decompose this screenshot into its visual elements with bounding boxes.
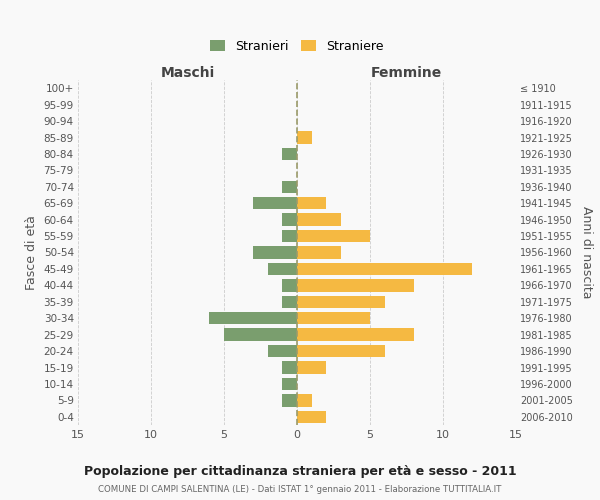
Bar [283,279,297,291]
Bar [283,362,297,374]
Bar [297,214,341,226]
Bar [253,197,297,209]
Bar [283,378,297,390]
Bar [297,279,414,291]
Bar [297,263,472,275]
Bar [209,312,297,324]
Bar [283,180,297,193]
Text: Femmine: Femmine [371,66,442,80]
Legend: Stranieri, Straniere: Stranieri, Straniere [205,34,389,58]
Bar [297,328,414,341]
Bar [297,246,341,258]
Bar [297,132,311,143]
Bar [297,230,370,242]
Bar [297,362,326,374]
Text: COMUNE DI CAMPI SALENTINA (LE) - Dati ISTAT 1° gennaio 2011 - Elaborazione TUTTI: COMUNE DI CAMPI SALENTINA (LE) - Dati IS… [98,485,502,494]
Bar [283,148,297,160]
Y-axis label: Anni di nascita: Anni di nascita [580,206,593,298]
Bar [297,312,370,324]
Bar [224,328,297,341]
Bar [268,345,297,357]
Text: Popolazione per cittadinanza straniera per età e sesso - 2011: Popolazione per cittadinanza straniera p… [83,465,517,478]
Bar [268,263,297,275]
Bar [283,214,297,226]
Bar [297,296,385,308]
Bar [297,197,326,209]
Bar [283,394,297,406]
Bar [253,246,297,258]
Bar [297,394,311,406]
Text: Maschi: Maschi [160,66,215,80]
Bar [283,296,297,308]
Bar [297,345,385,357]
Bar [283,230,297,242]
Y-axis label: Fasce di età: Fasce di età [25,215,38,290]
Bar [297,410,326,423]
